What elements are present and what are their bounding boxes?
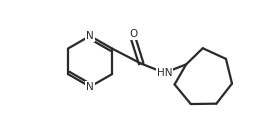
Text: O: O — [129, 29, 138, 39]
Text: HN: HN — [157, 68, 172, 78]
Text: N: N — [86, 82, 94, 92]
Text: N: N — [86, 31, 94, 41]
